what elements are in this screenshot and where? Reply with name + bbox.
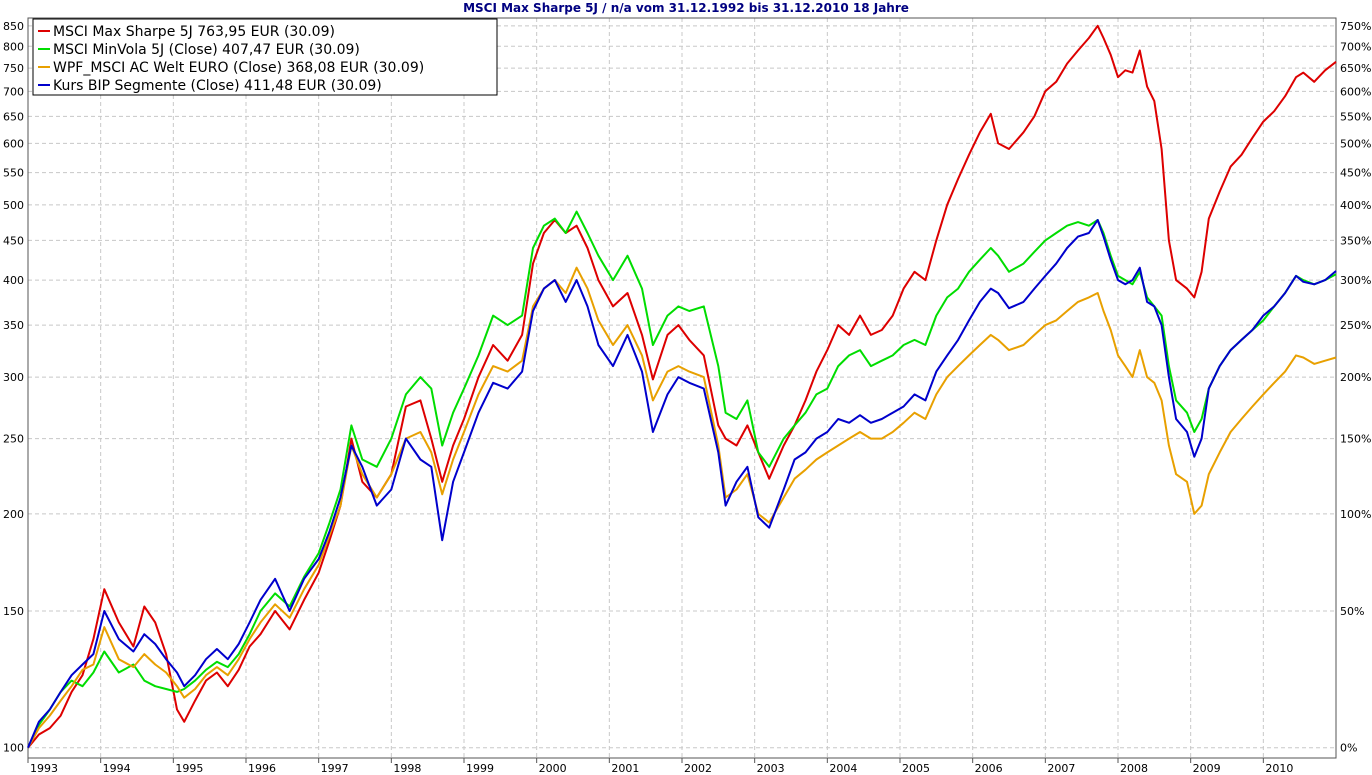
y-left-tick-label: 850 xyxy=(3,20,24,33)
y-right-tick-label: 750% xyxy=(1340,20,1371,33)
y-axis-right: 0% 50% 100% 150% 200% 250% 300% 350% 400% 450% 500… xyxy=(1340,20,1371,755)
y-left-tick-label: 800 xyxy=(3,40,24,53)
chart-legend: MSCI Max Sharpe 5J 763,95 EUR (30.09) MSC… xyxy=(32,18,498,96)
x-tick-label: 2004 xyxy=(829,762,857,775)
chart-title: MSCI Max Sharpe 5J / n/a vom 31.12.1992 … xyxy=(463,1,909,15)
y-right-tick-label: 200% xyxy=(1340,371,1371,384)
x-tick-label: 2001 xyxy=(611,762,639,775)
x-axis: 1993 1994 1995 1996 1997 1998 1999 2000 2001 2002… xyxy=(27,758,1293,775)
y-right-tick-label: 0% xyxy=(1340,742,1357,755)
y-left-tick-label: 500 xyxy=(3,199,24,212)
y-right-tick-label: 50% xyxy=(1340,605,1364,618)
y-right-tick-label: 400% xyxy=(1340,199,1371,212)
y-right-tick-label: 650% xyxy=(1340,62,1371,75)
y-right-tick-label: 250% xyxy=(1340,319,1371,332)
series-line-3 xyxy=(27,266,1337,749)
series-lines xyxy=(27,24,1337,749)
y-right-tick-label: 450% xyxy=(1340,167,1371,180)
x-tick-label: 1995 xyxy=(175,762,203,775)
y-right-tick-label: 350% xyxy=(1340,234,1371,247)
series-line-4 xyxy=(27,219,1337,749)
legend-entry: Kurs BIP Segmente (Close) 411,48 EUR (30… xyxy=(53,78,382,94)
x-tick-label: 1999 xyxy=(466,762,494,775)
y-left-tick-label: 700 xyxy=(3,85,24,98)
y-left-tick-label: 650 xyxy=(3,110,24,123)
x-tick-label: 2003 xyxy=(757,762,785,775)
y-left-tick-label: 250 xyxy=(3,433,24,446)
y-right-tick-label: 100% xyxy=(1340,508,1371,521)
y-left-tick-label: 550 xyxy=(3,167,24,180)
y-left-tick-label: 150 xyxy=(3,605,24,618)
x-tick-label: 2006 xyxy=(975,762,1003,775)
x-tick-label: 1998 xyxy=(393,762,421,775)
x-tick-label: 2000 xyxy=(539,762,567,775)
y-axis-left: 100 150 200 250 300 350 400 450 500 550 600 650 700 7… xyxy=(3,20,24,755)
series-line-2 xyxy=(27,210,1337,749)
series-line-1 xyxy=(27,24,1337,749)
y-left-tick-label: 350 xyxy=(3,319,24,332)
x-tick-label: 2008 xyxy=(1120,762,1148,775)
legend-box xyxy=(32,18,498,96)
legend-entry: MSCI MinVola 5J (Close) 407,47 EUR (30.0… xyxy=(53,42,360,58)
y-right-tick-label: 300% xyxy=(1340,274,1371,287)
y-right-tick-label: 550% xyxy=(1340,110,1371,123)
y-left-tick-label: 200 xyxy=(3,508,24,521)
y-left-tick-label: 600 xyxy=(3,137,24,150)
y-left-tick-label: 400 xyxy=(3,274,24,287)
y-left-tick-label: 100 xyxy=(3,742,24,755)
x-tick-label: 2009 xyxy=(1193,762,1221,775)
x-tick-label: 2005 xyxy=(902,762,930,775)
y-right-tick-label: 500% xyxy=(1340,137,1371,150)
x-tick-label: 2002 xyxy=(684,762,712,775)
y-left-tick-label: 300 xyxy=(3,371,24,384)
legend-entry: WPF_MSCI AC Welt EURO (Close) 368,08 EUR… xyxy=(53,60,424,76)
y-left-tick-label: 750 xyxy=(3,62,24,75)
x-tick-label: 1994 xyxy=(103,762,131,775)
y-right-tick-label: 600% xyxy=(1340,85,1371,98)
y-right-tick-label: 150% xyxy=(1340,433,1371,446)
x-tick-label: 2010 xyxy=(1265,762,1293,775)
x-tick-label: 1997 xyxy=(321,762,349,775)
y-right-tick-label: 700% xyxy=(1340,40,1371,53)
y-left-tick-label: 450 xyxy=(3,234,24,247)
x-tick-label: 2007 xyxy=(1047,762,1075,775)
legend-entry: MSCI Max Sharpe 5J 763,95 EUR (30.09) xyxy=(53,24,335,40)
x-tick-label: 1993 xyxy=(30,762,58,775)
x-tick-label: 1996 xyxy=(248,762,276,775)
